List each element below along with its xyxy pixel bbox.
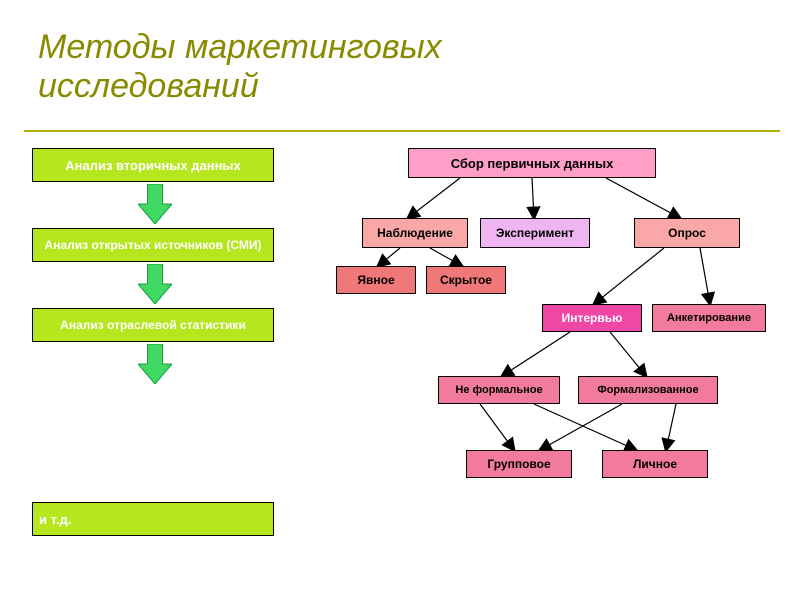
node-hidden: Скрытое <box>426 266 506 294</box>
left-box-stat: Анализ отраслевой статистики <box>32 308 274 342</box>
edge-9 <box>480 404 514 450</box>
node-exp: Эксперимент <box>480 218 590 248</box>
node-group: Групповое <box>466 450 572 478</box>
node-quest: Анкетирование <box>652 304 766 332</box>
node-personal: Личное <box>602 450 708 478</box>
edge-6 <box>700 248 710 304</box>
edge-1 <box>532 178 534 218</box>
node-obs: Наблюдение <box>362 218 468 248</box>
node-formal: Формализованное <box>578 376 718 404</box>
edge-10 <box>534 404 636 450</box>
page-title: Методы маркетинговых исследований <box>38 28 442 106</box>
edge-11 <box>540 404 622 450</box>
node-interview: Интервью <box>542 304 642 332</box>
down-arrow-1 <box>138 264 172 304</box>
edge-3 <box>378 248 400 266</box>
node-primary: Сбор первичных данных <box>408 148 656 178</box>
node-survey: Опрос <box>634 218 740 248</box>
down-arrow-2 <box>138 344 172 384</box>
edge-4 <box>430 248 462 266</box>
edge-12 <box>666 404 676 450</box>
title-line2: исследований <box>38 67 442 106</box>
edge-7 <box>502 332 570 376</box>
down-arrow-0 <box>138 184 172 224</box>
left-box-smi: Анализ открытых источников (СМИ) <box>32 228 274 262</box>
title-line1: Методы маркетинговых <box>38 28 442 67</box>
edge-8 <box>610 332 646 376</box>
node-informal: Не формальное <box>438 376 560 404</box>
left-box-sec: Анализ вторичных данных <box>32 148 274 182</box>
left-box-etc: и т.д. <box>32 502 274 536</box>
edge-0 <box>408 178 460 218</box>
node-obvious: Явное <box>336 266 416 294</box>
edge-2 <box>606 178 680 218</box>
title-underline <box>24 130 780 132</box>
edge-5 <box>594 248 664 304</box>
